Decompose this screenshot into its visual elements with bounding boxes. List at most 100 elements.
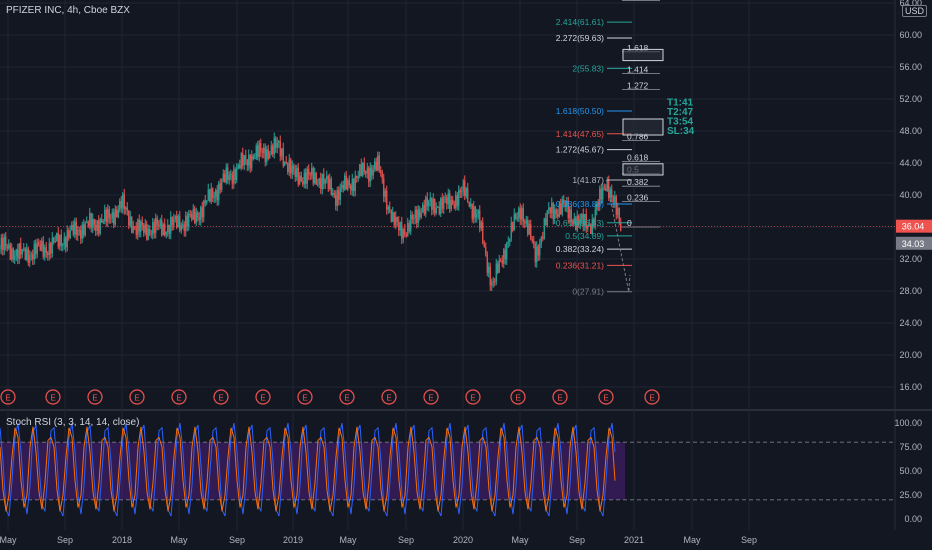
earnings-marker-icon bbox=[465, 389, 481, 405]
candle-body bbox=[195, 212, 197, 223]
candle-body bbox=[189, 214, 191, 215]
candle-body bbox=[597, 203, 599, 206]
candle-body bbox=[330, 178, 332, 196]
candle-body bbox=[38, 242, 40, 245]
candle-body bbox=[368, 168, 370, 182]
candle-body bbox=[75, 221, 77, 236]
candle-body bbox=[359, 164, 361, 177]
candle-body bbox=[96, 220, 98, 231]
candle-body bbox=[2, 237, 4, 250]
target-zone-box bbox=[622, 118, 664, 136]
candle-body bbox=[273, 137, 275, 155]
candle-body bbox=[18, 243, 20, 259]
candle-body bbox=[72, 224, 74, 235]
candle-body bbox=[44, 247, 46, 257]
candle-body bbox=[36, 242, 38, 255]
candle-body bbox=[83, 224, 85, 236]
fib-level-label: 0.786(38.88) bbox=[556, 199, 604, 209]
candle-body bbox=[270, 145, 272, 154]
currency-badge[interactable]: USD bbox=[902, 5, 928, 17]
candle-body bbox=[128, 210, 130, 226]
candle-body bbox=[234, 169, 236, 181]
candle-body bbox=[86, 221, 88, 224]
candle-body bbox=[576, 215, 578, 231]
candle-body bbox=[158, 225, 160, 226]
candle-body bbox=[329, 178, 331, 190]
target-label: SL:34 bbox=[667, 126, 695, 137]
candle-body bbox=[20, 243, 22, 255]
candle-body bbox=[50, 243, 52, 254]
candle-body bbox=[246, 159, 248, 166]
candle-body bbox=[575, 217, 577, 231]
candle-body bbox=[510, 222, 512, 239]
candle-body bbox=[527, 220, 529, 235]
candle-body bbox=[47, 252, 49, 256]
candle-body bbox=[177, 215, 179, 228]
time-tick-label: Sep bbox=[569, 535, 585, 545]
candle-body bbox=[71, 224, 73, 231]
candle-body bbox=[353, 179, 355, 192]
candle-body bbox=[495, 263, 497, 282]
candle-body bbox=[0, 237, 2, 249]
candle-body bbox=[477, 210, 479, 215]
candle-body bbox=[120, 201, 122, 209]
candle-body bbox=[99, 219, 101, 234]
earnings-marker-label: E bbox=[218, 394, 223, 403]
candle-body bbox=[69, 230, 71, 238]
stoch-tick-label: 100.00 bbox=[894, 418, 922, 428]
candle-body bbox=[309, 174, 311, 176]
candle-body bbox=[362, 162, 364, 176]
candle-body bbox=[228, 174, 230, 180]
candle-body bbox=[339, 187, 341, 200]
candle-body bbox=[156, 218, 158, 226]
earnings-marker-icon bbox=[87, 389, 103, 405]
candle-body bbox=[467, 188, 469, 203]
candle-body bbox=[102, 221, 104, 223]
candle-body bbox=[17, 249, 19, 259]
candle-body bbox=[84, 223, 86, 236]
candle-body bbox=[455, 195, 457, 209]
candle-body bbox=[255, 145, 257, 159]
earnings-marker-label: E bbox=[134, 394, 139, 403]
candle-body bbox=[515, 213, 517, 219]
candle-body bbox=[216, 190, 218, 201]
candle-body bbox=[243, 155, 245, 166]
candle-body bbox=[377, 155, 379, 171]
candle-body bbox=[441, 198, 443, 209]
candle-body bbox=[290, 159, 292, 174]
candle-body bbox=[318, 178, 320, 185]
candle-body bbox=[396, 216, 398, 222]
candle-body bbox=[504, 249, 506, 260]
fib-right-label: 1.414 bbox=[627, 64, 649, 74]
candle-body bbox=[536, 246, 538, 263]
candle-body bbox=[41, 240, 43, 251]
candle-body bbox=[165, 232, 167, 235]
candle-body bbox=[242, 153, 244, 166]
candle-body bbox=[56, 232, 58, 241]
candle-body bbox=[347, 180, 349, 190]
candle-body bbox=[344, 175, 346, 190]
time-tick-label: May bbox=[683, 535, 701, 545]
candle-body bbox=[288, 159, 290, 173]
candle-body bbox=[444, 197, 446, 199]
candle-body bbox=[617, 208, 619, 215]
candle-body bbox=[51, 237, 53, 254]
earnings-marker-icon bbox=[129, 389, 145, 405]
fib-level-label: 0.382(33.24) bbox=[556, 244, 604, 254]
current-price-label: 36.04 bbox=[902, 222, 925, 232]
candle-body bbox=[305, 172, 307, 184]
candle-body bbox=[435, 207, 437, 214]
candle-body bbox=[557, 213, 559, 217]
fib-trend-line bbox=[606, 179, 631, 292]
candle-body bbox=[581, 213, 583, 220]
candle-body bbox=[486, 254, 488, 273]
candle-body bbox=[461, 191, 463, 193]
symbol-title: PFIZER INC, 4h, Cboe BZX bbox=[6, 5, 130, 16]
candle-body bbox=[404, 229, 406, 235]
candle-body bbox=[11, 248, 13, 260]
candle-body bbox=[287, 163, 289, 173]
candle-body bbox=[143, 225, 145, 233]
candle-body bbox=[65, 237, 67, 248]
